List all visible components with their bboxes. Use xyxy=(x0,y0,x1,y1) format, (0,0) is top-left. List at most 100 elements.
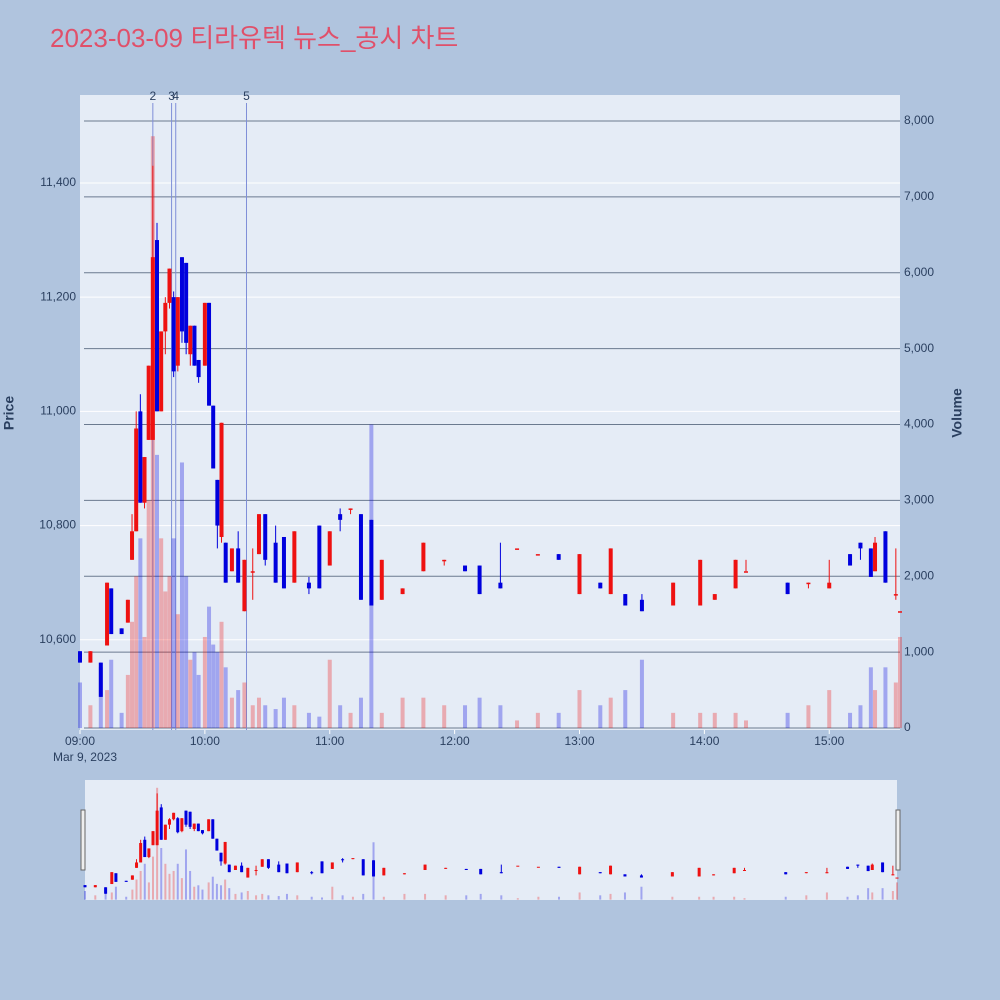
slider-volume-bar xyxy=(220,885,223,900)
x-tick-label: 13:00 xyxy=(564,734,594,748)
slider-candle-body xyxy=(536,866,540,868)
slider-candle-body xyxy=(215,838,219,851)
slider-candle-body xyxy=(557,866,561,868)
candle-body xyxy=(281,536,286,589)
slider-volume-bar xyxy=(623,892,626,900)
slider-candle-body xyxy=(361,859,365,876)
y-tick-label: 10,600 xyxy=(39,632,76,646)
slider-volume-bar xyxy=(184,849,187,900)
slider-candle-body xyxy=(870,864,874,870)
slider-volume-bar xyxy=(805,895,808,900)
slider-candle-body xyxy=(639,875,643,878)
volume-bar xyxy=(179,462,184,729)
candle-body xyxy=(263,514,268,560)
volume-bar xyxy=(219,621,224,729)
slider-volume-bar xyxy=(671,896,674,900)
volume-bar xyxy=(192,652,197,729)
slider-candle-body xyxy=(891,874,895,876)
slider-candle-body xyxy=(277,864,281,873)
slider-candle-body xyxy=(151,831,155,846)
candle-body xyxy=(698,559,703,606)
slider-candle-body xyxy=(609,865,613,875)
volume-bar xyxy=(515,720,520,729)
slider-candle-body xyxy=(139,843,143,863)
candle-body xyxy=(556,554,561,560)
candle-body xyxy=(577,554,582,595)
candle-body xyxy=(535,554,540,556)
slider-candle-body xyxy=(402,873,406,875)
slider-candle-body xyxy=(167,819,171,825)
volume-bar xyxy=(577,690,582,729)
annotation-label: 4 xyxy=(172,89,179,103)
slider-volume-bar xyxy=(104,888,107,900)
slider-volume-bar xyxy=(871,892,874,900)
slider-volume-bar xyxy=(403,893,406,900)
slider-candle-body xyxy=(207,819,211,832)
slider-volume-bar xyxy=(599,895,602,900)
slider-volume-bar xyxy=(331,886,334,900)
annotation-label: 5 xyxy=(243,89,250,103)
volume-bar xyxy=(250,705,255,729)
x-tick-label: 12:00 xyxy=(440,734,470,748)
candle-body xyxy=(671,582,676,606)
volume-bar xyxy=(105,690,110,729)
candle-body xyxy=(827,582,832,589)
slider-candle-body xyxy=(155,810,159,846)
candle-body xyxy=(623,594,628,606)
slider-volume-bar xyxy=(131,889,134,900)
volume-bar xyxy=(211,644,216,729)
y-tick-label: 11,000 xyxy=(40,404,76,418)
slider-volume-bar xyxy=(578,892,581,900)
volume-bar xyxy=(598,705,603,729)
volume-bar xyxy=(379,712,384,729)
volume-bar xyxy=(893,682,898,729)
candle-body xyxy=(179,257,184,332)
slider-candle-body xyxy=(211,819,215,839)
slider-volume-bar xyxy=(125,896,128,900)
volume-bar xyxy=(421,697,426,729)
slider-candle-body xyxy=(200,830,204,834)
slider-candle-body xyxy=(266,859,270,868)
candle-body xyxy=(223,542,228,583)
slider-volume-bar xyxy=(84,891,86,900)
slider-volume-bar xyxy=(139,870,142,900)
candle-body xyxy=(211,405,216,469)
candle-body xyxy=(338,514,343,520)
volume-bar xyxy=(827,690,832,729)
candle-body xyxy=(608,548,613,595)
slider-candle-body xyxy=(499,872,503,874)
slider-volume-bar xyxy=(479,893,482,900)
x-tick-label: 10:00 xyxy=(190,734,220,748)
candle-body xyxy=(848,554,853,566)
slider-candle-body xyxy=(110,872,114,885)
volume-bar xyxy=(242,682,247,729)
slider-candle-body xyxy=(825,872,829,874)
x-tick-label: 14:00 xyxy=(689,734,719,748)
volume-bar xyxy=(463,705,468,729)
volume-bar xyxy=(109,659,114,729)
candle-body xyxy=(898,611,902,613)
slider-handle-left[interactable] xyxy=(80,809,86,871)
candle-body xyxy=(256,514,261,555)
candle-body xyxy=(119,628,124,635)
candle-body xyxy=(317,525,322,589)
slider-handle-right[interactable] xyxy=(895,809,901,871)
volume-bar xyxy=(196,674,201,729)
range-slider[interactable] xyxy=(85,780,897,900)
slider-volume-bar xyxy=(176,863,179,900)
volume-bar xyxy=(273,709,278,729)
volume-bar xyxy=(215,652,220,729)
slider-volume-bar xyxy=(698,896,701,900)
volume-bar xyxy=(556,712,561,729)
slider-candle-body xyxy=(83,885,87,888)
slider-volume-bar xyxy=(94,895,97,900)
candle-body xyxy=(130,531,135,560)
volume-bar xyxy=(608,697,613,729)
candle-body xyxy=(273,542,278,583)
slider-volume-bar xyxy=(172,870,175,900)
volume-bar xyxy=(78,682,82,729)
slider-volume-bar xyxy=(743,898,746,900)
candle-body xyxy=(88,651,93,663)
candle-body xyxy=(202,302,207,366)
slider-volume-bar xyxy=(362,893,365,900)
